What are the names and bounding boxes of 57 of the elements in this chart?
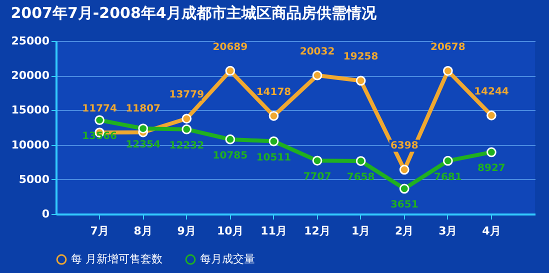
point xyxy=(268,136,279,146)
data-label: 7681 xyxy=(434,172,462,183)
point xyxy=(399,184,410,194)
point xyxy=(486,147,496,158)
y-tick-label: 10000 xyxy=(11,138,50,152)
point xyxy=(356,156,366,166)
data-label: 12232 xyxy=(169,140,204,152)
x-tick-label: 1月 xyxy=(351,224,370,238)
x-tick-label: 2月 xyxy=(395,224,414,238)
data-label: 19258 xyxy=(343,52,378,63)
data-label: 7658 xyxy=(346,172,375,184)
x-tick-label: 4月 xyxy=(482,224,501,238)
data-label: 6398 xyxy=(390,140,418,152)
point xyxy=(225,134,236,144)
point xyxy=(356,76,366,86)
point xyxy=(138,124,148,134)
point xyxy=(486,110,496,120)
point xyxy=(312,156,322,166)
x-tick-label: 9月 xyxy=(177,224,196,238)
y-tick-label: 20000 xyxy=(11,69,50,82)
x-tick-label: 10月 xyxy=(217,224,244,238)
point xyxy=(442,66,453,76)
point xyxy=(399,164,410,175)
point xyxy=(182,114,192,124)
data-label: 13779 xyxy=(169,90,204,101)
point xyxy=(94,115,104,126)
x-tick-label: 11月 xyxy=(260,224,287,238)
data-label: 10511 xyxy=(256,152,292,164)
x-tick-label: 8月 xyxy=(134,224,152,238)
data-label: 3651 xyxy=(390,200,418,211)
data-label: 20678 xyxy=(430,42,466,53)
x-tick-label: 12月 xyxy=(304,224,330,238)
point xyxy=(182,124,192,134)
chart-title: 2007年7月-2008年4月成都市主城区商品房供需情况 xyxy=(10,4,378,22)
point xyxy=(312,70,322,80)
data-label: 14244 xyxy=(474,86,509,98)
data-label: 8927 xyxy=(478,163,506,174)
point xyxy=(442,156,453,166)
y-tick-label: 15000 xyxy=(11,104,50,117)
legend-label: 每月成交量 xyxy=(200,252,255,266)
data-label: 10785 xyxy=(212,150,248,162)
y-tick-label: 5000 xyxy=(18,172,50,186)
y-tick-label: 0 xyxy=(42,208,50,220)
x-tick-label: 3月 xyxy=(438,224,458,238)
data-label: 13566 xyxy=(82,131,117,142)
data-label: 20032 xyxy=(300,46,335,58)
point xyxy=(268,110,279,121)
data-label: 20689 xyxy=(212,42,248,53)
point xyxy=(225,66,236,76)
data-label: 14178 xyxy=(256,86,292,98)
data-label: 7707 xyxy=(303,172,332,183)
data-label: 11774 xyxy=(82,104,117,115)
y-tick-label: 25000 xyxy=(11,34,50,48)
legend-label: 每 月新增可售套数 xyxy=(71,252,162,266)
x-tick-label: 7月 xyxy=(90,224,109,238)
data-label: 12354 xyxy=(126,140,161,151)
data-label: 11807 xyxy=(126,103,161,114)
